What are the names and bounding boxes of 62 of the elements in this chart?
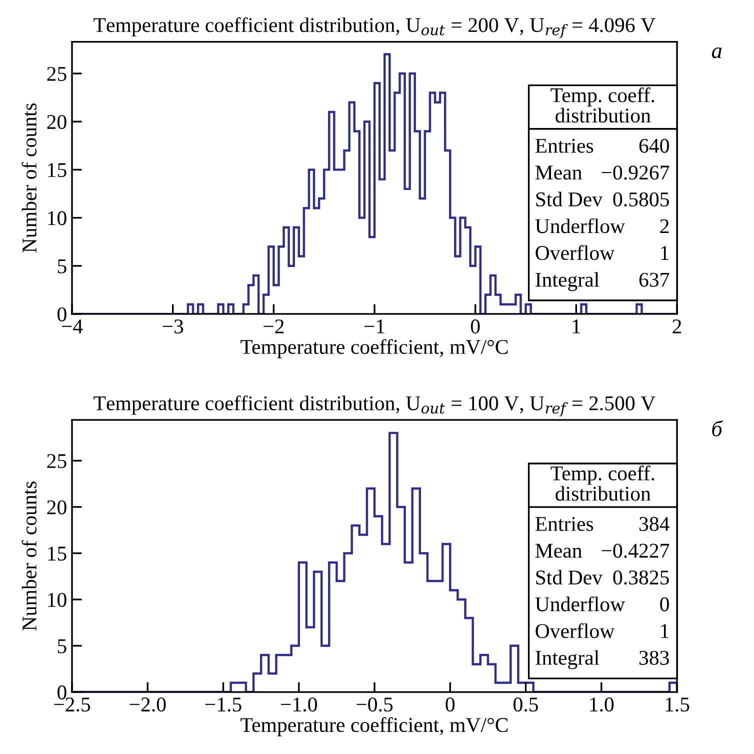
x-tick-label: 1.5: [666, 698, 690, 712]
x-tick-label: −4: [62, 320, 83, 334]
annotation: −0.4227: [602, 544, 670, 558]
annotation: −0.9267: [602, 166, 670, 180]
annotation: Integral: [536, 272, 600, 292]
y-tick-label: 0: [58, 685, 66, 700]
y-tick-label: 20: [47, 114, 66, 130]
x-tick-label: 0.5: [514, 697, 538, 712]
x-tick-label: −1.0: [281, 697, 317, 712]
annotation: Mean: [535, 544, 582, 558]
x-tick-label: −1.5: [205, 698, 242, 712]
chart-title: Temperature coefficient distribution, U$_{out}$ = 200 V, U$_{ref}$ = 4.096 V: [94, 17, 656, 38]
annotation: 1: [661, 246, 669, 260]
y-axis-title: Number of counts: [22, 103, 37, 252]
annotation: Integral: [536, 650, 600, 670]
y-tick-label: 20: [47, 500, 66, 514]
annotation: 384: [640, 516, 670, 531]
annotation: Entries: [535, 516, 594, 531]
y-tick-label: 10: [48, 592, 66, 607]
annotation: Temp. coeff. distribution: [550, 87, 654, 123]
x-tick-label: 1: [572, 320, 580, 334]
annotation: Underflow: [535, 218, 625, 234]
text: б: [712, 420, 723, 436]
x-tick-label: −2: [264, 319, 284, 334]
annotation: 0: [660, 597, 669, 612]
annotation: Temp. coeff. distribution: [550, 466, 654, 501]
annotation: 1: [661, 624, 669, 638]
x-tick-label: 1.0: [590, 697, 614, 712]
y-tick-label: 25: [47, 66, 66, 81]
y-axis-title: Number of counts: [22, 482, 37, 631]
x-tick-label: 2: [672, 319, 682, 334]
chart-title: Temperature coefficient distribution, U$_{out}$ = 100 V, U$_{ref}$ = 2.500 V: [94, 395, 656, 416]
annotation: 0.5805: [613, 192, 669, 207]
x-tick-label: −1: [364, 320, 384, 334]
annotation: 640: [639, 138, 669, 153]
x-axis-title: Temperature coefficient, mV/°C: [240, 339, 508, 358]
annotation: Std Dev: [536, 192, 603, 206]
y-tick-label: 0: [58, 307, 66, 322]
annotation: 637: [639, 272, 670, 287]
annotation: Mean: [535, 166, 582, 180]
y-tick-label: 15: [48, 546, 66, 561]
x-tick-label: −0.5: [356, 697, 393, 712]
y-tick-label: 10: [48, 211, 66, 226]
x-tick-label: 0: [470, 319, 480, 334]
annotation: Overflow: [536, 245, 615, 260]
annotation: Entries: [535, 138, 594, 153]
annotation: 383: [640, 650, 669, 665]
y-tick-label: 15: [48, 163, 66, 178]
text: а: [712, 48, 722, 58]
y-tick-label: 5: [58, 259, 66, 274]
y-tick-label: 5: [58, 639, 66, 654]
x-tick-label: −2.0: [130, 697, 166, 712]
x-axis-title: Temperature coefficient, mV/°C: [240, 717, 508, 736]
x-tick-label: −2.5: [54, 698, 90, 712]
annotation: 0.3825: [613, 570, 669, 585]
y-tick-label: 25: [47, 454, 66, 468]
annotation: Overflow: [536, 623, 615, 638]
annotation: Underflow: [535, 596, 625, 612]
annotation: Std Dev: [536, 570, 603, 585]
annotation: 2: [660, 219, 669, 234]
x-tick-label: −3: [162, 319, 184, 334]
x-tick-label: 0: [446, 697, 455, 712]
